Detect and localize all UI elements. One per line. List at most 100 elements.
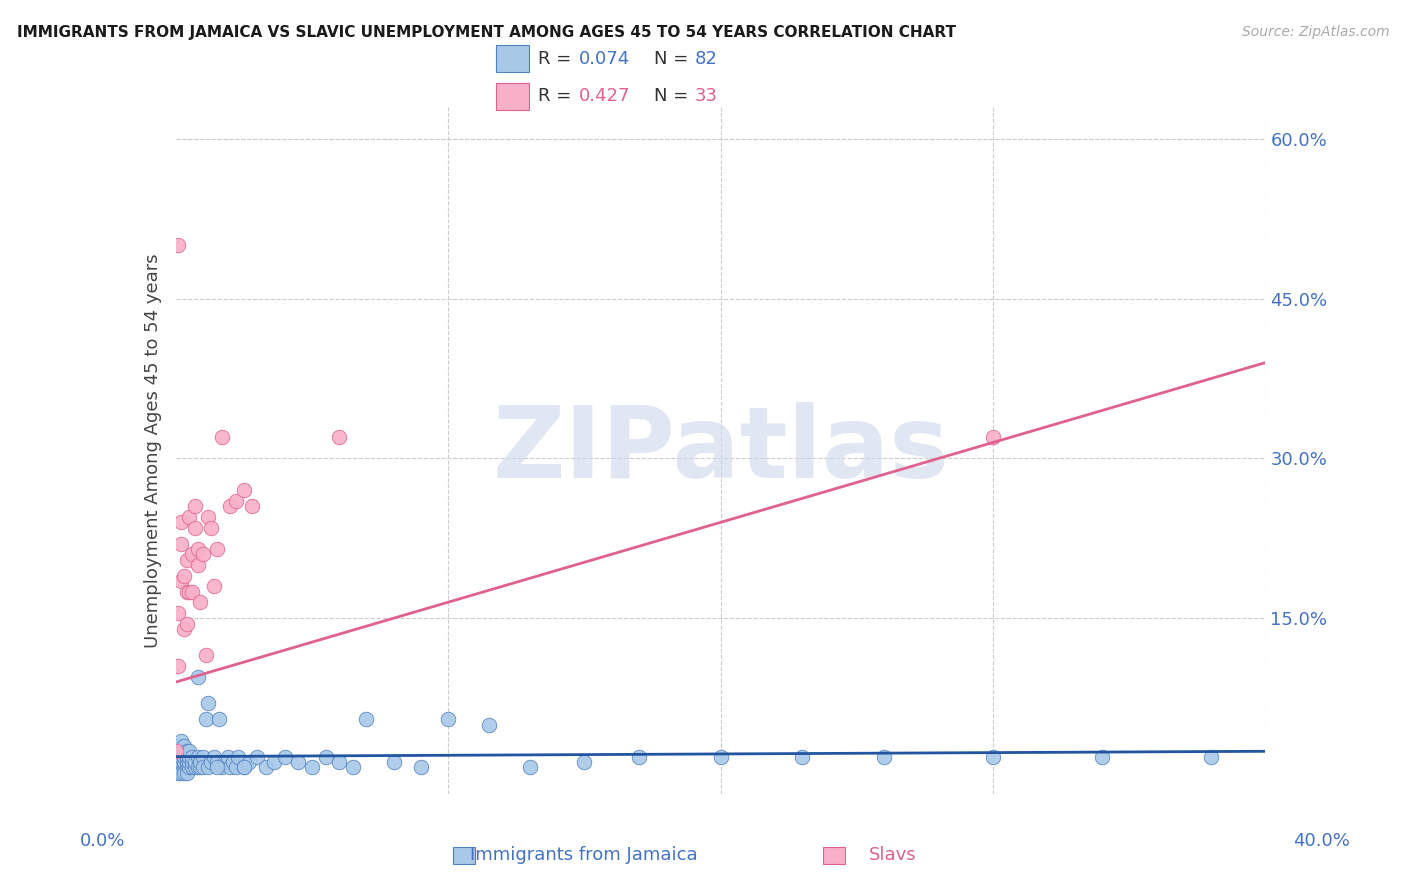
Point (328, 755, 350, 769)
Point (202, 749, 225, 764)
Point (191, 547, 214, 561)
Text: Source: ZipAtlas.com: Source: ZipAtlas.com (1241, 25, 1389, 39)
Point (181, 547, 204, 561)
Point (167, 739, 190, 753)
Point (181, 749, 204, 764)
Point (179, 749, 201, 764)
Point (342, 760, 364, 774)
Point (165, 744, 187, 758)
Point (211, 760, 233, 774)
Point (170, 516, 193, 530)
Point (202, 579, 225, 593)
Point (173, 622, 195, 636)
Point (232, 760, 254, 774)
Point (240, 500, 263, 514)
Point (214, 755, 236, 769)
Point (197, 697, 219, 711)
Point (170, 749, 193, 764)
Point (170, 574, 193, 588)
Point (191, 749, 214, 764)
Point (170, 744, 193, 758)
Point (238, 755, 260, 769)
Bar (496, 83, 529, 110)
Point (222, 755, 245, 769)
Point (179, 755, 201, 769)
Point (186, 670, 209, 684)
Point (179, 584, 201, 599)
Point (287, 755, 309, 769)
Point (246, 749, 269, 764)
Point (188, 760, 211, 774)
Point (170, 733, 193, 747)
Point (184, 760, 207, 774)
Point (232, 760, 254, 774)
Point (186, 760, 209, 774)
Point (181, 760, 204, 774)
Point (191, 760, 214, 774)
Point (197, 760, 219, 774)
Point (186, 558, 209, 572)
Point (165, 749, 187, 764)
Point (205, 755, 228, 769)
Point (167, 238, 190, 252)
Point (301, 760, 323, 774)
Y-axis label: Unemployment Among Ages 45 to 54 years: Unemployment Among Ages 45 to 54 years (143, 253, 162, 648)
Point (176, 755, 198, 769)
Point (225, 494, 247, 508)
Point (176, 552, 198, 566)
Point (263, 755, 285, 769)
Point (208, 712, 231, 726)
Point (173, 765, 195, 780)
Point (219, 500, 242, 514)
Point (184, 521, 207, 535)
Point (232, 483, 254, 498)
Point (194, 648, 217, 663)
Point (981, 749, 1004, 764)
Bar (496, 45, 529, 72)
Point (382, 755, 405, 769)
Point (574, 755, 596, 769)
Point (186, 541, 209, 556)
Point (219, 760, 242, 774)
Point (194, 712, 217, 726)
Point (167, 760, 190, 774)
Text: 0.427: 0.427 (579, 87, 630, 105)
Text: ZIPatlas: ZIPatlas (492, 402, 949, 499)
Point (356, 712, 378, 726)
Point (409, 760, 432, 774)
Text: 33: 33 (695, 87, 718, 105)
Text: 82: 82 (695, 50, 718, 68)
Point (200, 521, 222, 535)
Point (437, 712, 460, 726)
Point (179, 744, 201, 758)
Point (184, 755, 207, 769)
Point (205, 760, 228, 774)
Point (173, 739, 195, 753)
Point (167, 744, 190, 758)
Text: 40.0%: 40.0% (1294, 831, 1350, 849)
Text: Immigrants from Jamaica: Immigrants from Jamaica (470, 846, 697, 863)
Point (519, 760, 541, 774)
Point (627, 749, 650, 764)
Point (225, 760, 247, 774)
Point (170, 760, 193, 774)
Point (228, 749, 250, 764)
Point (873, 749, 896, 764)
Text: Slavs: Slavs (869, 846, 917, 863)
Text: N =: N = (654, 50, 695, 68)
Point (478, 717, 501, 731)
Point (176, 760, 198, 774)
Point (167, 755, 190, 769)
Text: IMMIGRANTS FROM JAMAICA VS SLAVIC UNEMPLOYMENT AMONG AGES 45 TO 54 YEARS CORRELA: IMMIGRANTS FROM JAMAICA VS SLAVIC UNEMPL… (17, 25, 956, 40)
Point (176, 584, 198, 599)
Point (167, 749, 190, 764)
Point (188, 595, 211, 609)
Point (176, 765, 198, 780)
Point (170, 536, 193, 550)
Point (184, 500, 207, 514)
Point (1091, 749, 1114, 764)
Point (211, 430, 233, 444)
Text: 0.074: 0.074 (579, 50, 630, 68)
Point (181, 584, 204, 599)
Point (181, 755, 204, 769)
